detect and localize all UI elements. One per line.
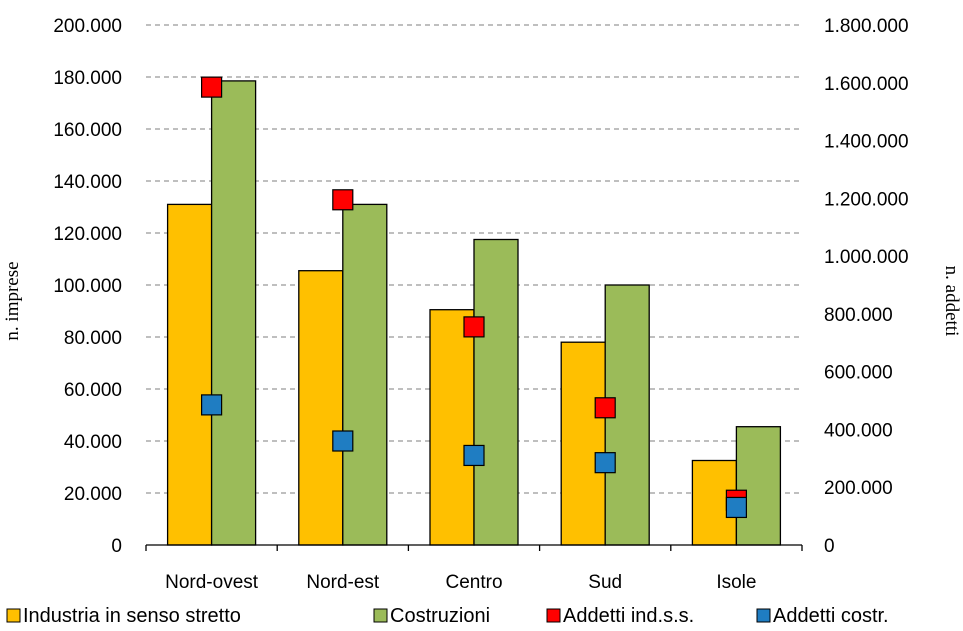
left-axis-title: n. imprese	[2, 261, 23, 340]
legend-swatch	[756, 608, 771, 623]
right-axis-title: n. addetti	[941, 266, 962, 337]
left-tick-label: 0	[111, 536, 122, 557]
bar	[429, 309, 475, 546]
right-tick-labels: 0 200.000 400.000 600.000 800.000 1.000.000 1.…	[824, 16, 909, 557]
left-tick-label: 120.000	[53, 224, 122, 245]
left-tick-label: 140.000	[53, 172, 122, 193]
left-tick-label: 80.000	[64, 328, 122, 349]
marker	[594, 397, 616, 419]
legend-swatch	[373, 608, 388, 623]
right-tick-label: 1.200.000	[824, 189, 909, 210]
left-tick-label: 100.000	[53, 276, 122, 297]
right-tick-label: 400.000	[824, 420, 893, 441]
category-label: Centro	[445, 572, 502, 593]
category-label: Sud	[588, 572, 622, 593]
bar	[166, 203, 213, 546]
marker	[463, 444, 485, 467]
right-tick-label: 0	[824, 536, 835, 557]
left-tick-label: 160.000	[53, 120, 122, 141]
marker	[332, 430, 354, 452]
category-label: Nord-est	[306, 572, 380, 593]
legend-swatch	[546, 608, 561, 623]
legend: Industria in senso stretto Costruzioni Add…	[6, 605, 889, 627]
marker	[332, 189, 354, 211]
marker	[201, 394, 223, 416]
legend-label: Costruzioni	[390, 605, 490, 627]
category-label: Nord-ovest	[165, 572, 259, 593]
axes	[145, 544, 803, 551]
bar	[735, 426, 782, 546]
left-tick-label: 60.000	[64, 380, 122, 401]
left-tick-label: 200.000	[53, 16, 122, 37]
marker	[725, 496, 748, 519]
right-tick-label: 1.800.000	[824, 16, 909, 37]
left-tick-labels: 0 20.000 40.000 60.000 80.000 100.000 120.000 1…	[53, 16, 122, 557]
legend-label: Industria in senso stretto	[23, 605, 241, 627]
right-tick-label: 600.000	[824, 363, 893, 384]
marker	[201, 76, 223, 98]
bar	[210, 80, 257, 546]
category-label: Isole	[716, 572, 756, 593]
right-tick-label: 1.400.000	[824, 132, 909, 153]
bar	[560, 341, 606, 546]
left-tick-label: 40.000	[64, 432, 122, 453]
right-tick-label: 1.600.000	[824, 74, 909, 95]
legend-label: Addetti ind.s.s.	[563, 605, 694, 627]
right-tick-label: 1.000.000	[824, 247, 909, 268]
legend-label: Addetti costr.	[773, 605, 889, 627]
marker	[463, 316, 485, 338]
bar	[298, 270, 344, 546]
category-labels: Nord-ovest Nord-est Centro Sud Isole	[165, 572, 756, 593]
legend-swatch	[6, 608, 21, 623]
left-tick-label: 20.000	[64, 484, 122, 505]
markers	[201, 76, 748, 519]
bar	[473, 238, 519, 546]
right-tick-label: 800.000	[824, 305, 893, 326]
bars	[166, 80, 782, 546]
bar	[342, 203, 388, 546]
marker	[594, 452, 616, 474]
right-tick-label: 200.000	[824, 478, 893, 499]
left-tick-label: 180.000	[53, 68, 122, 89]
